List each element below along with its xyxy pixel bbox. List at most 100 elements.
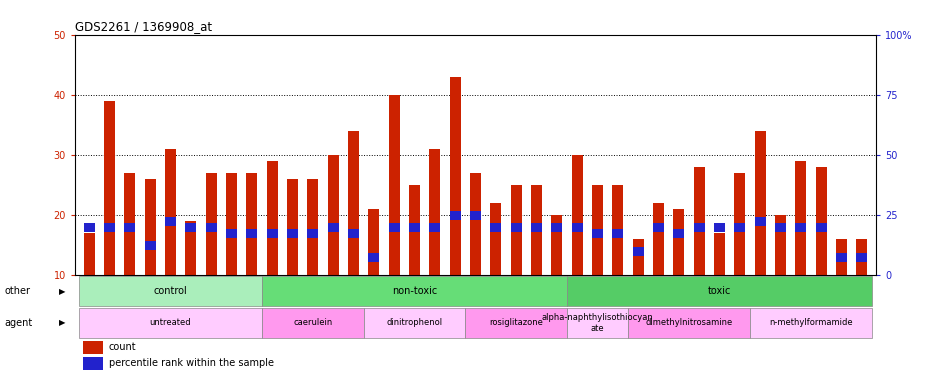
Bar	[531, 185, 542, 275]
Bar	[368, 209, 379, 275]
Text: untreated: untreated	[150, 318, 191, 327]
Bar	[753, 217, 765, 226]
Bar	[79, 308, 262, 338]
Bar	[774, 223, 785, 232]
Bar	[286, 229, 298, 238]
Bar	[267, 161, 277, 275]
Text: dinitrophenol: dinitrophenol	[386, 318, 442, 327]
Bar	[814, 223, 826, 232]
Bar	[185, 223, 197, 232]
Text: GDS2261 / 1369908_at: GDS2261 / 1369908_at	[75, 20, 212, 33]
Bar	[449, 211, 461, 220]
Bar	[627, 308, 749, 338]
Bar	[347, 229, 358, 238]
Bar	[632, 239, 643, 275]
Bar	[328, 155, 339, 275]
Bar	[83, 341, 103, 354]
Bar	[611, 185, 622, 275]
Bar	[693, 223, 704, 232]
Text: ▶: ▶	[59, 287, 66, 296]
Bar	[262, 276, 566, 306]
Bar	[713, 233, 724, 275]
Bar	[347, 131, 358, 275]
Bar	[734, 173, 745, 275]
Bar	[144, 241, 155, 250]
Bar	[571, 155, 582, 275]
Bar	[470, 173, 480, 275]
Bar	[262, 308, 363, 338]
Bar	[388, 95, 400, 275]
Bar	[652, 203, 664, 275]
Bar	[470, 211, 480, 220]
Bar	[328, 223, 339, 232]
Bar	[632, 247, 643, 256]
Bar	[246, 229, 257, 238]
Bar	[79, 276, 262, 306]
Bar	[307, 229, 318, 238]
Bar	[363, 308, 465, 338]
Bar	[652, 223, 664, 232]
Text: percentile rank within the sample: percentile rank within the sample	[109, 358, 273, 368]
Bar	[83, 223, 95, 232]
Bar	[104, 223, 115, 232]
Bar	[531, 223, 542, 232]
Bar	[144, 179, 155, 275]
Bar	[246, 173, 257, 275]
Bar	[205, 173, 216, 275]
Text: alpha-naphthylisothiocyan
ate: alpha-naphthylisothiocyan ate	[541, 313, 652, 333]
Text: control: control	[154, 286, 187, 296]
Bar	[673, 209, 683, 275]
Bar	[286, 179, 298, 275]
Text: agent: agent	[5, 318, 33, 328]
Bar	[368, 253, 379, 262]
Bar	[753, 131, 765, 275]
Bar	[510, 223, 521, 232]
Bar	[429, 223, 440, 232]
Bar	[734, 223, 745, 232]
Bar	[856, 253, 867, 262]
Bar	[795, 223, 806, 232]
Bar	[550, 215, 562, 275]
Bar	[510, 185, 521, 275]
Bar	[611, 229, 622, 238]
Text: ▶: ▶	[59, 318, 66, 327]
Bar	[571, 223, 582, 232]
Bar	[592, 185, 603, 275]
Bar	[835, 239, 846, 275]
Bar	[550, 223, 562, 232]
Bar	[749, 308, 871, 338]
Bar	[205, 223, 216, 232]
Text: n-methylformamide: n-methylformamide	[768, 318, 852, 327]
Bar	[104, 101, 115, 275]
Bar	[83, 233, 95, 275]
Bar	[83, 357, 103, 370]
Bar	[795, 161, 806, 275]
Bar	[408, 223, 419, 232]
Bar	[165, 217, 176, 226]
Bar	[267, 229, 277, 238]
Bar	[429, 149, 440, 275]
Bar	[856, 239, 867, 275]
Text: caerulein: caerulein	[293, 318, 332, 327]
Bar	[165, 149, 176, 275]
Bar	[673, 229, 683, 238]
Bar	[713, 223, 724, 232]
Bar	[814, 167, 826, 275]
Bar	[185, 221, 197, 275]
Bar	[566, 276, 871, 306]
Bar	[226, 229, 237, 238]
Text: toxic: toxic	[707, 286, 730, 296]
Text: count: count	[109, 343, 136, 353]
Bar	[124, 223, 136, 232]
Bar	[835, 253, 846, 262]
Bar	[490, 203, 501, 275]
Bar	[408, 185, 419, 275]
Bar	[465, 308, 566, 338]
Bar	[774, 215, 785, 275]
Text: other: other	[5, 286, 31, 296]
Bar	[566, 308, 627, 338]
Text: rosiglitazone: rosiglitazone	[489, 318, 543, 327]
Text: dimethylnitrosamine: dimethylnitrosamine	[645, 318, 732, 327]
Text: non-toxic: non-toxic	[391, 286, 437, 296]
Bar	[226, 173, 237, 275]
